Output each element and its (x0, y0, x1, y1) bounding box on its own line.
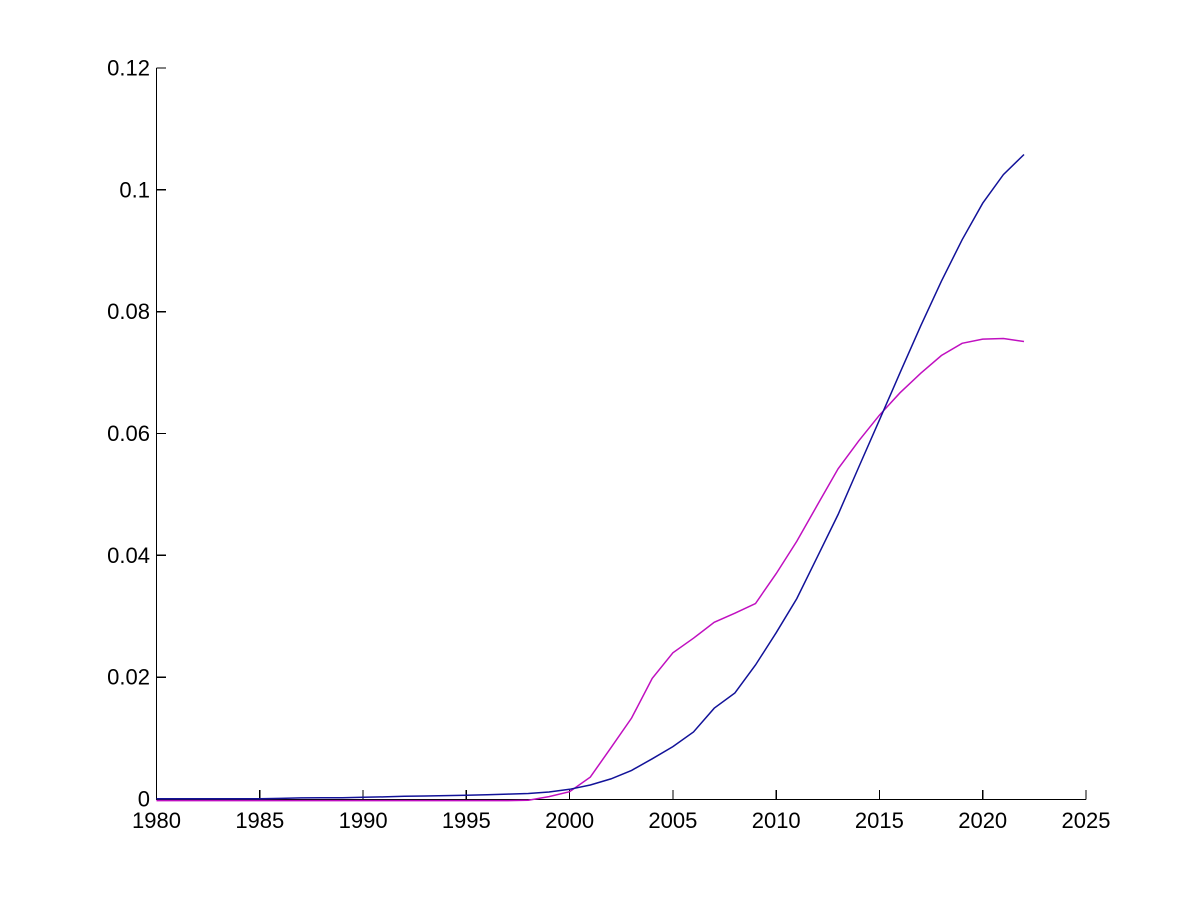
svg-text:0.1: 0.1 (119, 177, 150, 202)
svg-text:2005: 2005 (648, 808, 697, 833)
svg-text:0.04: 0.04 (107, 543, 150, 568)
svg-text:0.06: 0.06 (107, 421, 150, 446)
svg-text:2015: 2015 (855, 808, 904, 833)
svg-text:0: 0 (138, 787, 150, 812)
svg-text:2020: 2020 (958, 808, 1007, 833)
svg-text:1990: 1990 (339, 808, 388, 833)
svg-text:2025: 2025 (1062, 808, 1111, 833)
svg-text:1985: 1985 (235, 808, 284, 833)
svg-text:0.08: 0.08 (107, 299, 150, 324)
svg-text:2010: 2010 (752, 808, 801, 833)
svg-text:0.12: 0.12 (107, 56, 150, 81)
svg-text:2000: 2000 (545, 808, 594, 833)
svg-text:1980: 1980 (132, 808, 181, 833)
svg-text:0.02: 0.02 (107, 665, 150, 690)
svg-text:1995: 1995 (442, 808, 491, 833)
